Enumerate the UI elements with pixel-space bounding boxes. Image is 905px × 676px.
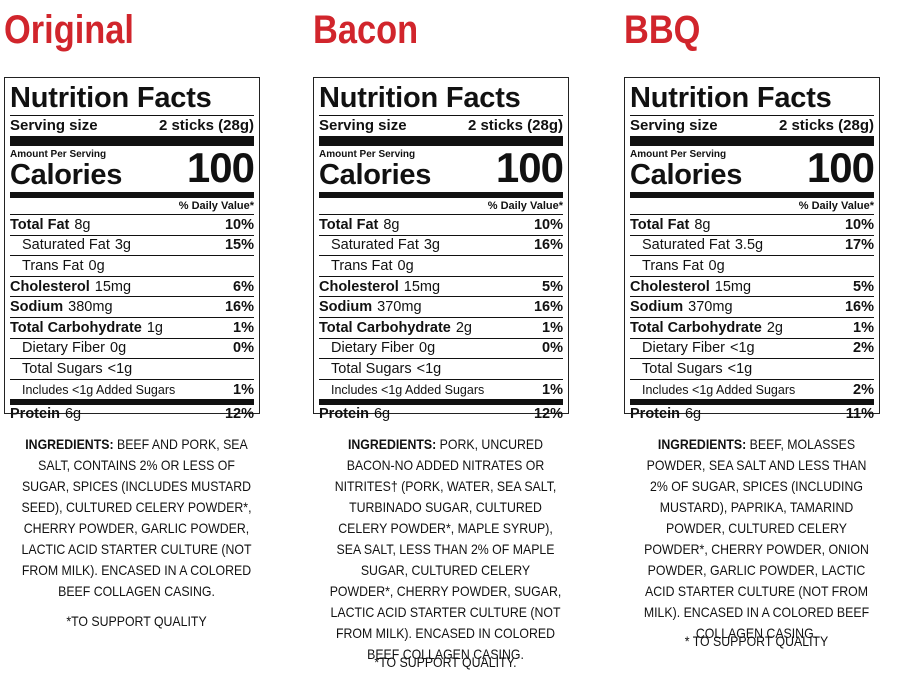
serving-size-value: 2 sticks (28g) [158, 117, 254, 134]
amount-per-serving-label: Amount Per Serving [10, 149, 107, 160]
divider-thick [319, 136, 563, 146]
serving-size-label: Serving size [10, 117, 98, 134]
flavor-title: Original [4, 8, 134, 52]
nutrient-row-dietary-fiber: Dietary Fiber 0g 0% [319, 337, 563, 359]
nutrition-facts-panel: Nutrition Facts Serving size 2 sticks (2… [4, 77, 260, 422]
nutrient-row-protein: Protein 6g 12% [319, 399, 563, 423]
serving-size-value: 2 sticks (28g) [467, 117, 563, 134]
calories-label: Calories [10, 159, 123, 191]
nutrition-facts-title: Nutrition Facts [10, 82, 212, 114]
nutrient-row-total-sugars: Total Sugars <1g [319, 358, 563, 379]
nutrient-row-sodium: Sodium 370mg 16% [630, 296, 874, 317]
nutrient-row-saturated-fat: Saturated Fat 3g 16% [319, 234, 563, 256]
nutrient-row-cholesterol: Cholesterol 15mg 5% [319, 275, 563, 297]
serving-size-row: Serving size 2 sticks (28g) [630, 116, 874, 136]
calories-value: 100 [495, 144, 564, 191]
ingredients-text: INGREDIENTS: BEEF AND PORK, SEA SALT, CO… [21, 436, 252, 599]
divider-medium [630, 192, 874, 198]
nutrient-row-cholesterol: Cholesterol 15mg 6% [10, 275, 254, 297]
flavor-title: Bacon [313, 8, 419, 52]
calories-value: 100 [186, 144, 255, 191]
divider-medium [10, 192, 254, 198]
divider [319, 115, 563, 116]
ingredients-text: INGREDIENTS: BEEF, MOLASSES POWDER, SEA … [643, 436, 870, 641]
daily-value-header: % Daily Value* [487, 200, 563, 212]
nutrient-row-total-carbohydrate: Total Carbohydrate 2g 1% [630, 316, 874, 338]
nutrient-row-total-sugars: Total Sugars <1g [630, 358, 874, 379]
footnote: *TO SUPPORT QUALITY [66, 613, 207, 629]
calories-row: Amount Per Serving Calories 100 [319, 144, 564, 191]
nutrition-facts-title: Nutrition Facts [630, 82, 832, 114]
divider [10, 115, 254, 116]
amount-per-serving-label: Amount Per Serving [630, 149, 727, 160]
nutrient-row-saturated-fat: Saturated Fat 3.5g 17% [630, 234, 874, 256]
nutrient-row-dietary-fiber: Dietary Fiber <1g 2% [630, 337, 874, 359]
nutrient-row-added-sugars: Includes <1g Added Sugars 1% [10, 378, 254, 400]
serving-size-row: Serving size 2 sticks (28g) [319, 116, 563, 136]
nutrient-row-total-fat: Total Fat 8g 10% [10, 214, 254, 235]
nutrient-row-protein: Protein 6g 11% [630, 399, 874, 423]
ingredients-text: INGREDIENTS: PORK, UNCURED BACON-NO ADDE… [329, 436, 562, 662]
nutrient-row-trans-fat: Trans Fat 0g [319, 255, 563, 276]
nutrient-row-total-carbohydrate: Total Carbohydrate 1g 1% [10, 316, 254, 338]
serving-size-value: 2 sticks (28g) [778, 117, 874, 134]
nutrition-facts-title: Nutrition Facts [319, 82, 521, 114]
calories-label: Calories [319, 159, 432, 191]
divider-thick [10, 136, 254, 146]
divider-thick [630, 136, 874, 146]
nutrient-row-sodium: Sodium 380mg 16% [10, 296, 254, 317]
daily-value-header: % Daily Value* [798, 200, 874, 212]
amount-per-serving-label: Amount Per Serving [319, 149, 416, 160]
nutrition-facts-panel: Nutrition Facts Serving size 2 sticks (2… [313, 77, 569, 422]
nutrient-row-total-sugars: Total Sugars <1g [10, 358, 254, 379]
nutrient-row-added-sugars: Includes <1g Added Sugars 2% [630, 378, 874, 400]
nutrient-row-total-fat: Total Fat 8g 10% [319, 214, 563, 235]
daily-value-header: % Daily Value* [178, 200, 254, 212]
serving-size-label: Serving size [630, 117, 718, 134]
nutrient-row-saturated-fat: Saturated Fat 3g 15% [10, 234, 254, 256]
nutrient-row-added-sugars: Includes <1g Added Sugars 1% [319, 378, 563, 400]
nutrient-row-protein: Protein 6g 12% [10, 399, 254, 423]
calories-label: Calories [630, 159, 743, 191]
nutrient-row-trans-fat: Trans Fat 0g [630, 255, 874, 276]
calories-row: Amount Per Serving Calories 100 [10, 144, 255, 191]
flavor-title: BBQ [624, 8, 701, 52]
footnote: * TO SUPPORT QUALITY [684, 633, 829, 649]
nutrient-row-dietary-fiber: Dietary Fiber 0g 0% [10, 337, 254, 359]
calories-row: Amount Per Serving Calories 100 [630, 144, 875, 191]
calories-value: 100 [806, 144, 875, 191]
divider-medium [319, 192, 563, 198]
divider [630, 115, 874, 116]
nutrient-row-cholesterol: Cholesterol 15mg 5% [630, 275, 874, 297]
nutrient-row-total-carbohydrate: Total Carbohydrate 2g 1% [319, 316, 563, 338]
serving-size-label: Serving size [319, 117, 407, 134]
nutrient-row-sodium: Sodium 370mg 16% [319, 296, 563, 317]
serving-size-row: Serving size 2 sticks (28g) [10, 116, 254, 136]
nutrition-facts-panel: Nutrition Facts Serving size 2 sticks (2… [624, 77, 880, 422]
footnote: *TO SUPPORT QUALITY. [374, 654, 517, 670]
nutrient-row-total-fat: Total Fat 8g 10% [630, 214, 874, 235]
nutrient-row-trans-fat: Trans Fat 0g [10, 255, 254, 276]
